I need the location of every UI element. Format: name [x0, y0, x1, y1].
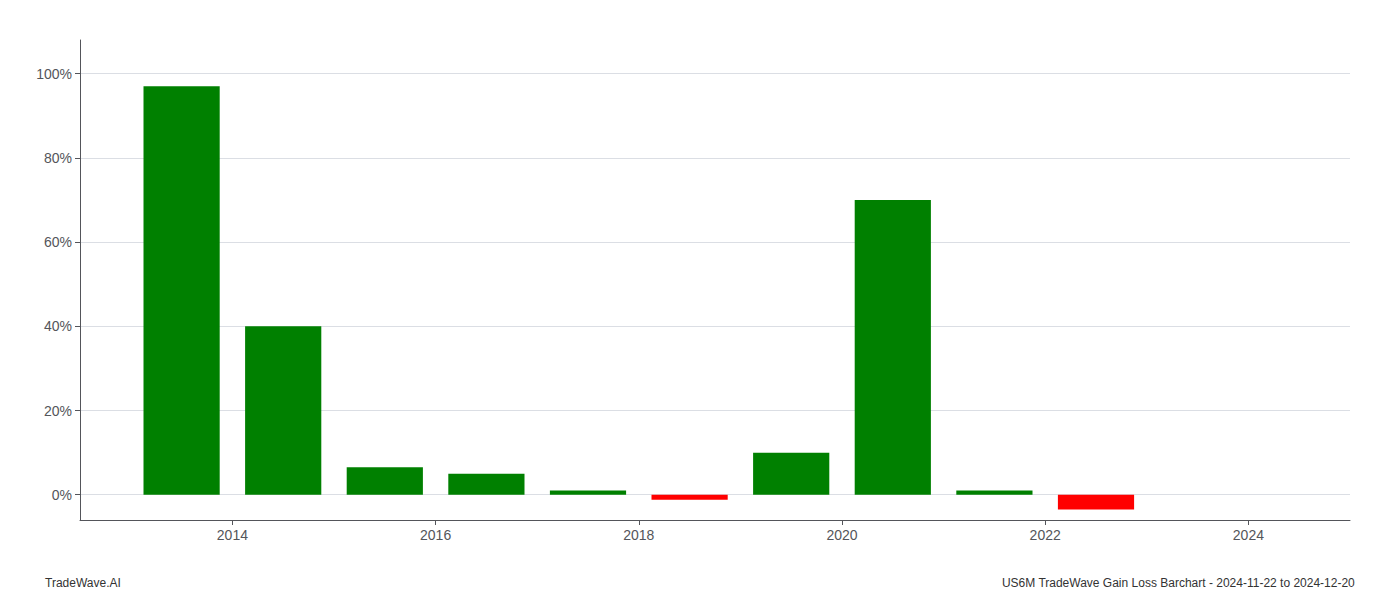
- svg-text:80%: 80%: [44, 150, 72, 166]
- svg-text:2018: 2018: [623, 527, 654, 543]
- svg-text:TradeWave.AI: TradeWave.AI: [45, 576, 121, 590]
- svg-text:100%: 100%: [36, 66, 72, 82]
- svg-text:0%: 0%: [52, 487, 72, 503]
- svg-text:2020: 2020: [826, 527, 857, 543]
- svg-text:60%: 60%: [44, 234, 72, 250]
- svg-text:2014: 2014: [217, 527, 248, 543]
- svg-text:20%: 20%: [44, 403, 72, 419]
- svg-text:2024: 2024: [1233, 527, 1264, 543]
- svg-text:2016: 2016: [420, 527, 451, 543]
- svg-text:40%: 40%: [44, 318, 72, 334]
- svg-text:US6M TradeWave Gain Loss Barch: US6M TradeWave Gain Loss Barchart - 2024…: [1002, 576, 1355, 590]
- svg-text:2022: 2022: [1030, 527, 1061, 543]
